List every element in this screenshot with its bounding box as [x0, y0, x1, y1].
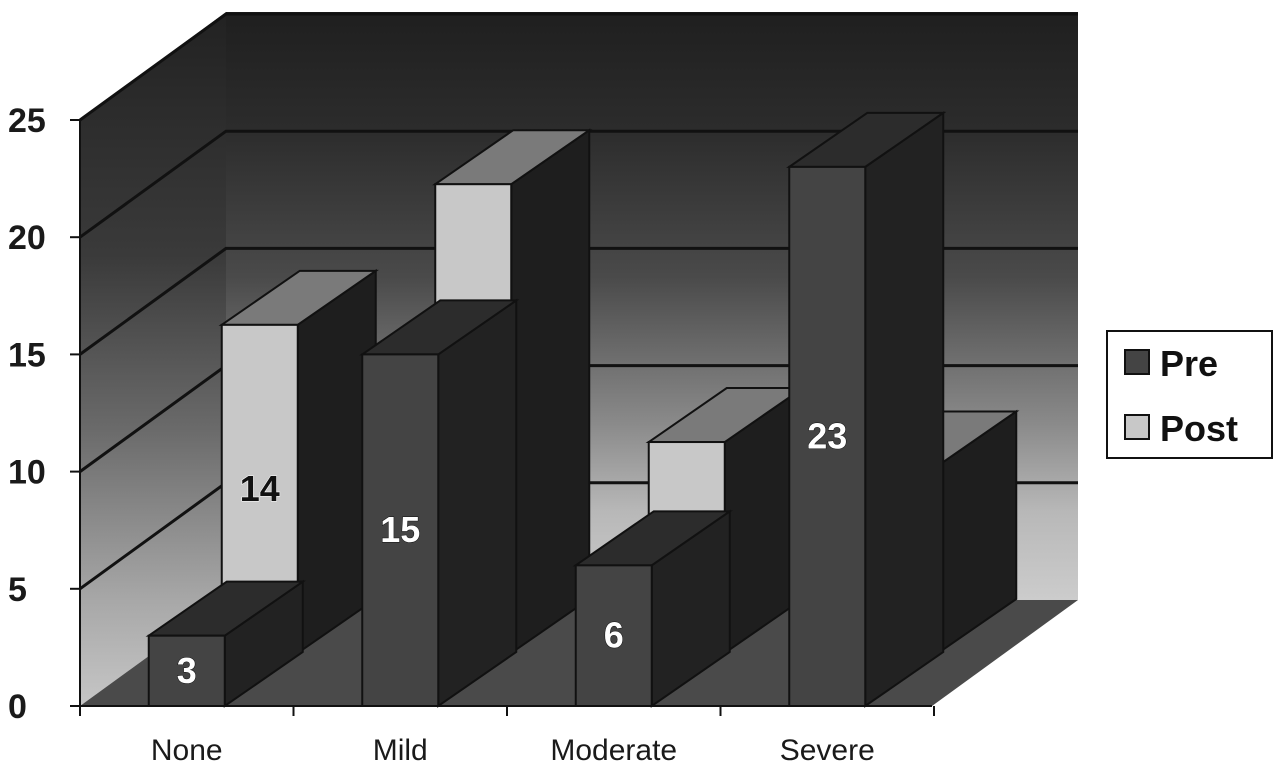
bar-pre-front [788, 165, 867, 707]
gridline [79, 129, 1078, 239]
y-tick-label: 15 [8, 336, 46, 374]
legend-label-post: Post [1160, 408, 1238, 449]
legend-swatch-post [1124, 414, 1150, 440]
category-label: None [151, 734, 223, 767]
y-tick-label: 10 [8, 454, 46, 492]
axes [70, 120, 932, 707]
bar-pre: 23 [786, 110, 947, 708]
category-label: Moderate [550, 734, 677, 767]
category-label: Mild [373, 734, 428, 767]
data-label: 15 [380, 509, 420, 550]
legend-swatch-pre [1124, 349, 1150, 375]
bar-pre-front [147, 634, 226, 707]
x-axis-ticks: None Mild Moderate Severe [79, 706, 935, 767]
bar-pre-front [361, 353, 440, 707]
bar-pre-side [437, 298, 518, 708]
legend: Pre Post [1106, 330, 1273, 459]
data-label: 14 [240, 468, 280, 509]
data-label: 3 [177, 650, 197, 691]
legend-label-pre: Pre [1160, 343, 1218, 384]
bar-pre: 3 [145, 579, 306, 708]
category-label: Severe [780, 734, 875, 767]
y-tick-label: 5 [8, 571, 27, 609]
bars: 142098315623 [145, 110, 1020, 708]
y-tick-label: 0 [8, 688, 27, 726]
data-label: 6 [604, 615, 624, 656]
bar-pre-side [864, 110, 945, 708]
bar-pre: 6 [572, 509, 733, 708]
y-tick-label: 20 [8, 219, 46, 257]
gridline [79, 12, 1078, 122]
y-tick-label: 25 [8, 102, 46, 140]
bar-pre-front [574, 564, 653, 707]
y-axis-ticks: 0 5 10 15 20 25 [8, 102, 80, 726]
bar-pre: 15 [359, 298, 520, 708]
data-label: 23 [807, 415, 847, 456]
side-wall [80, 12, 226, 706]
